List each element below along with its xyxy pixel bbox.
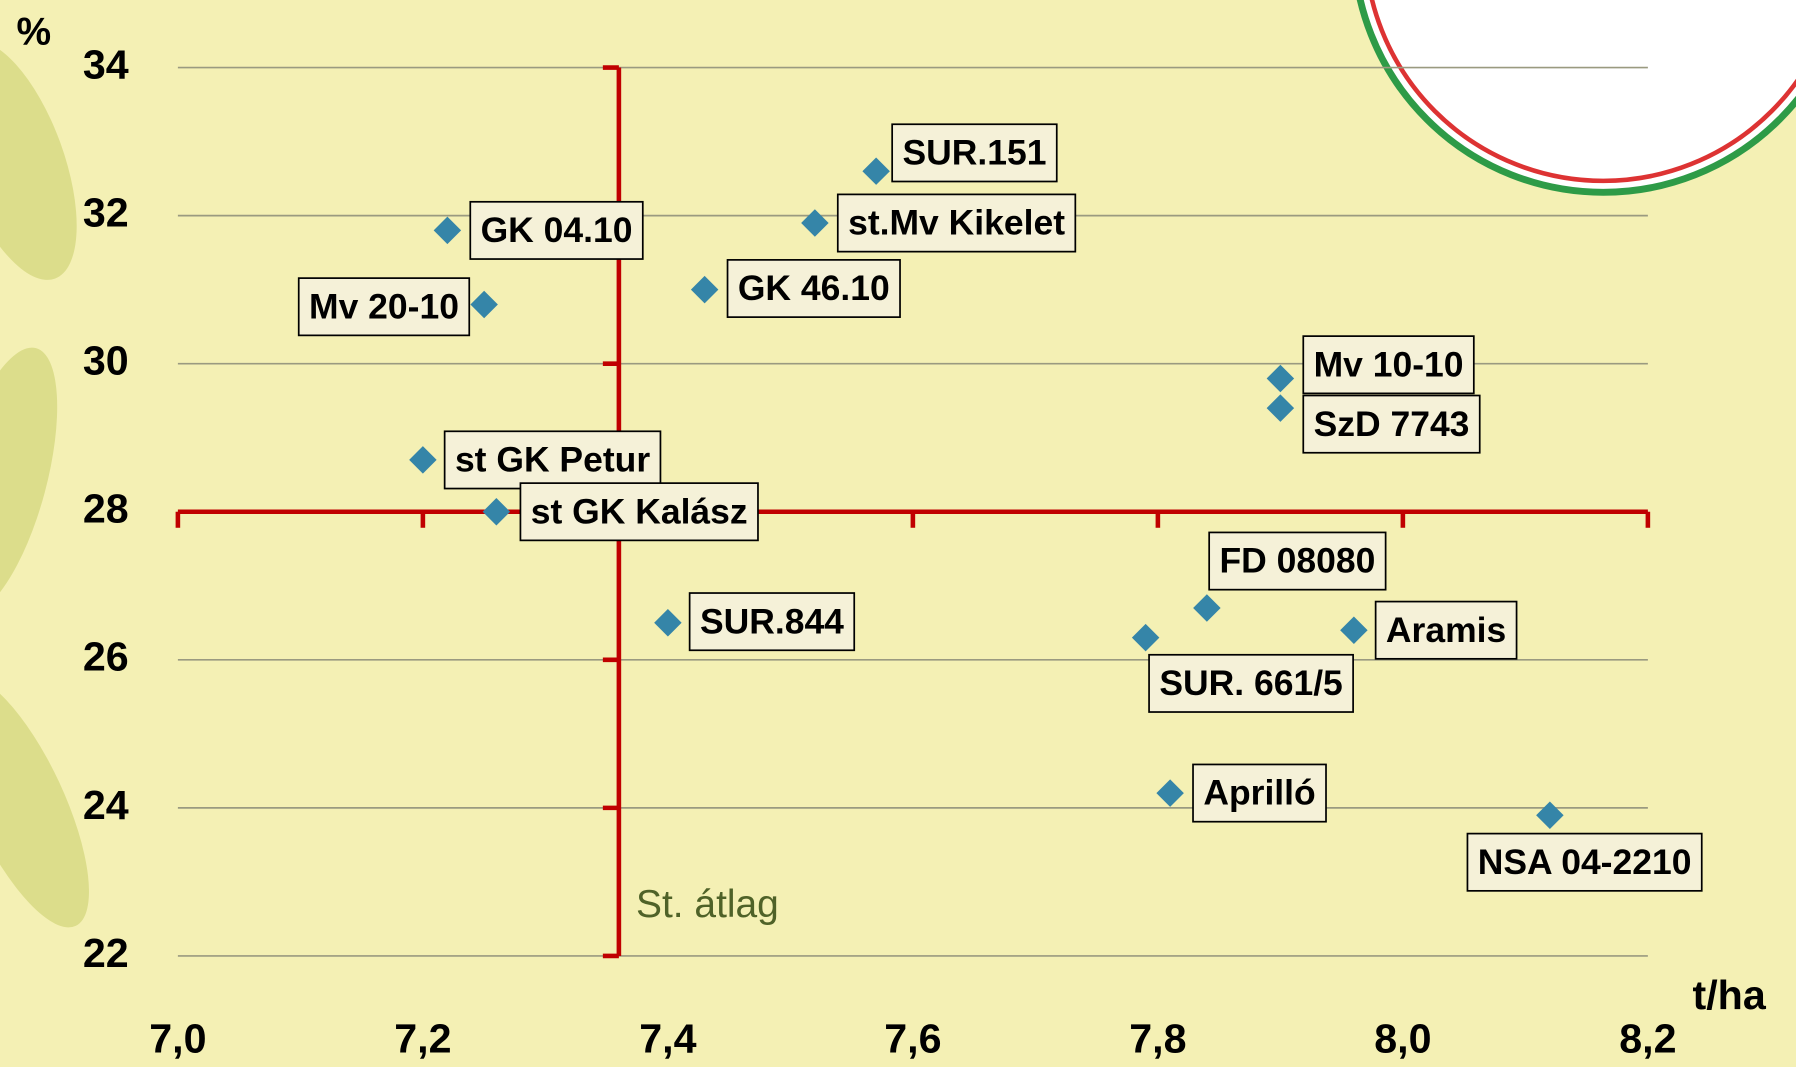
y-tick-label: 26 [83, 634, 129, 680]
label-box [1466, 832, 1703, 892]
y-tick-label: 32 [83, 190, 129, 236]
point-label: Mv 10-10 [1302, 335, 1475, 395]
point-label-text: SUR.844 [700, 601, 844, 641]
point [470, 290, 498, 319]
y-tick-label: 22 [83, 930, 129, 976]
y-tick-label: 24 [83, 782, 129, 828]
label-box [836, 193, 1077, 253]
x-tick-label: 7,6 [884, 1016, 941, 1062]
point-label: Mv 20-10 [297, 277, 471, 337]
point [1131, 623, 1160, 652]
x-tick-label: 8,2 [1619, 1016, 1676, 1062]
point-label-text: SUR.151 [902, 133, 1046, 173]
point-label-text: Aprilló [1203, 773, 1315, 813]
point-label: NSA 04-2210 [1466, 832, 1703, 892]
point-label: FD 08080 [1208, 531, 1387, 591]
point-label: SzD 7743 [1302, 394, 1481, 454]
point-label-text: FD 08080 [1219, 541, 1375, 581]
x-axis-label: t/ha [1693, 972, 1767, 1018]
point-label-text: SzD 7743 [1314, 404, 1470, 444]
label-box [443, 430, 662, 490]
label-box [688, 592, 856, 652]
label-box [1374, 600, 1518, 660]
y-axis-label: % [16, 11, 51, 54]
reference-label: St. átlag [636, 883, 779, 926]
label-box [519, 482, 759, 542]
point-label-text: Mv 20-10 [309, 286, 459, 326]
x-tick-label: 7,4 [639, 1016, 696, 1062]
decoration [0, 40, 89, 928]
point-label-text: Aramis [1386, 610, 1506, 650]
y-tick-label: 34 [83, 41, 129, 87]
point-label: SUR.844 [688, 592, 856, 652]
point [654, 609, 682, 637]
label-box [1208, 531, 1387, 591]
label-box [1148, 653, 1354, 713]
point-label-text: Mv 10-10 [1314, 344, 1464, 384]
point-label-text: st GK Petur [455, 440, 650, 480]
point [1536, 801, 1564, 830]
point-label: st GK Petur [443, 430, 662, 490]
point-label: SUR. 661/5 [1148, 653, 1354, 713]
label-box [1192, 763, 1327, 823]
y-tick-label: 28 [83, 486, 129, 532]
point-label: Aramis [1374, 600, 1518, 660]
point [862, 157, 890, 185]
point-label: Aprilló [1192, 763, 1327, 823]
logo [1356, 0, 1796, 196]
point-label-text: GK 04.10 [481, 210, 633, 250]
label-box [1302, 335, 1475, 395]
point-label: GK 04.10 [469, 200, 644, 260]
point [1193, 594, 1221, 622]
point-label: SUR.151 [891, 123, 1058, 183]
label-box [891, 123, 1058, 183]
point-label-text: st GK Kalász [531, 491, 748, 531]
x-tick-label: 7,0 [149, 1016, 206, 1062]
point-label: st.Mv Kikelet [836, 193, 1077, 253]
point-label: GK 46.10 [726, 259, 901, 318]
x-tick-label: 7,8 [1129, 1016, 1186, 1062]
label-box [297, 277, 471, 337]
point [1156, 779, 1184, 807]
point [433, 216, 462, 245]
point-label-text: NSA 04-2210 [1478, 842, 1692, 882]
point-label-text: st.Mv Kikelet [848, 203, 1065, 243]
label-box [469, 200, 644, 260]
point-label-text: GK 46.10 [738, 268, 890, 308]
x-tick-label: 7,2 [394, 1016, 451, 1062]
label-box [1302, 394, 1481, 454]
point-label: st GK Kalász [519, 482, 759, 542]
point [409, 446, 437, 474]
point [801, 209, 829, 237]
point-label-text: SUR. 661/5 [1159, 663, 1342, 703]
y-tick-label: 30 [83, 338, 129, 384]
x-tick-label: 8,0 [1374, 1016, 1431, 1062]
point [1266, 394, 1295, 422]
point [1266, 364, 1295, 393]
label-box [726, 259, 901, 318]
